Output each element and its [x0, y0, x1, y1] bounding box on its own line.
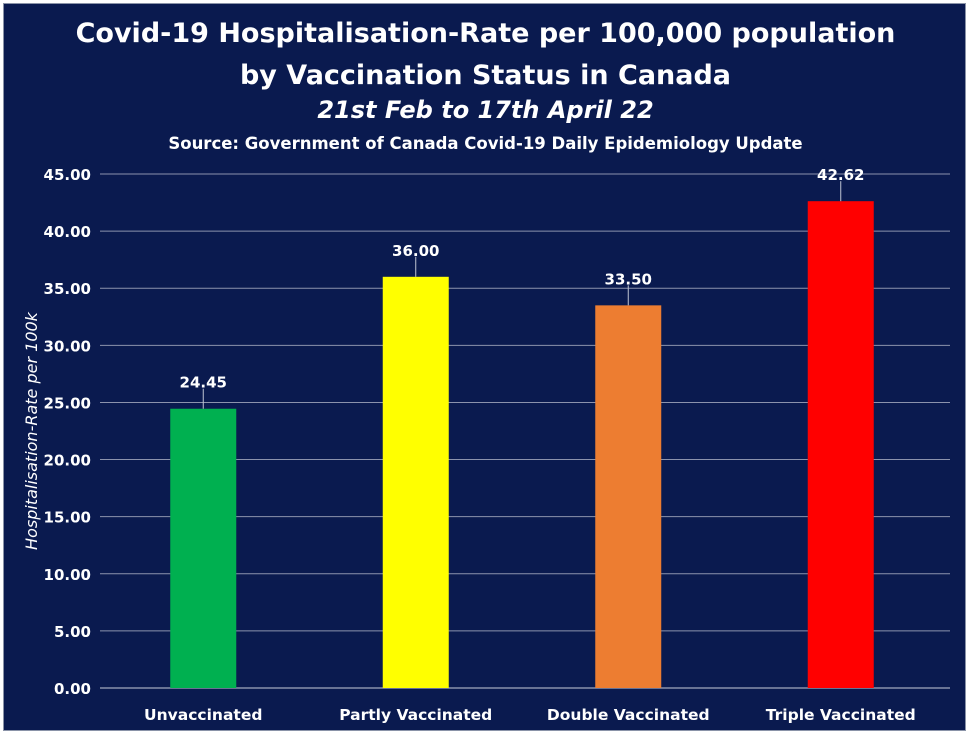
chart-frame — [3, 3, 966, 731]
bar — [170, 408, 237, 688]
y-axis-label: Hospitalisation-Rate per 100k — [22, 311, 41, 550]
y-tick-label: 45.00 — [44, 166, 91, 184]
bar — [807, 201, 874, 689]
chart-subtitle: 21st Feb to 17th April 22 — [317, 96, 654, 124]
chart-title-line1: Covid-19 Hospitalisation-Rate per 100,00… — [75, 18, 896, 49]
y-tick-label: 30.00 — [44, 337, 91, 355]
y-tick-label: 15.00 — [44, 509, 91, 527]
x-tick-label: Partly Vaccinated — [339, 706, 492, 724]
x-tick-label: Triple Vaccinated — [766, 706, 916, 724]
data-label: 33.50 — [605, 270, 652, 288]
y-tick-label: 10.00 — [44, 566, 91, 584]
bar — [595, 305, 662, 688]
chart-source: Source: Government of Canada Covid-19 Da… — [168, 134, 803, 153]
bar — [382, 276, 449, 688]
y-tick-label: 25.00 — [44, 394, 91, 412]
data-label: 42.62 — [817, 166, 864, 184]
data-label: 36.00 — [392, 242, 439, 260]
x-tick-label: Unvaccinated — [144, 706, 262, 724]
chart-title-line2: by Vaccination Status in Canada — [239, 60, 732, 91]
y-tick-label: 35.00 — [44, 280, 91, 298]
y-tick-label: 0.00 — [54, 680, 91, 698]
x-tick-label: Double Vaccinated — [547, 706, 710, 724]
y-tick-label: 40.00 — [44, 223, 91, 241]
y-tick-label: 20.00 — [44, 452, 91, 470]
y-tick-label: 5.00 — [54, 623, 91, 641]
data-label: 24.45 — [180, 374, 227, 392]
